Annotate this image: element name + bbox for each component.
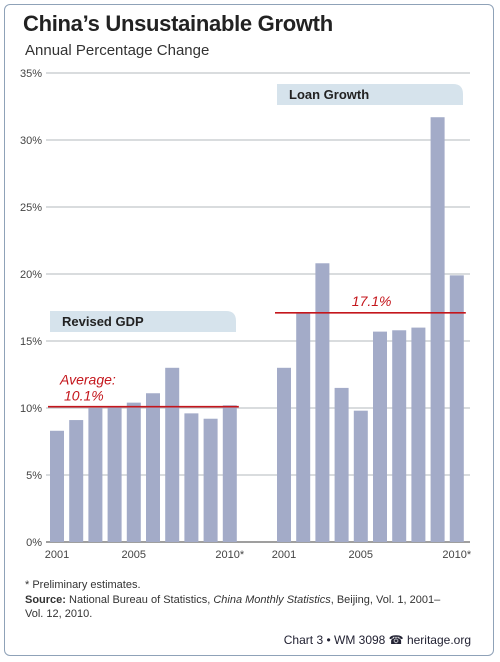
- x-tick-label: 2005: [122, 549, 146, 561]
- y-tick-label: 30%: [20, 135, 42, 147]
- bar: [126, 402, 141, 542]
- bar: [373, 331, 387, 542]
- average-value-label: 10.1%: [64, 388, 104, 404]
- bar: [165, 367, 180, 542]
- chart-title: China’s Unsustainable Growth: [23, 11, 333, 36]
- x-tick-label: 2010*: [215, 549, 244, 561]
- x-tick-label: 2001: [45, 549, 69, 561]
- bar: [353, 410, 368, 542]
- bar: [411, 327, 426, 542]
- y-tick-label: 35%: [20, 68, 42, 80]
- bar: [449, 275, 464, 542]
- series-label: Loan Growth: [289, 87, 369, 102]
- footnote: * Preliminary estimates.: [25, 579, 141, 591]
- y-tick-label: 20%: [20, 269, 42, 281]
- bar: [69, 420, 84, 542]
- chart-frame: China’s Unsustainable Growth Annual Perc…: [4, 4, 494, 656]
- average-value-label: 17.1%: [352, 293, 392, 309]
- bar: [184, 413, 199, 542]
- bar: [50, 430, 64, 542]
- y-tick-label: 10%: [20, 403, 42, 415]
- y-tick-label: 25%: [20, 202, 42, 214]
- bar: [146, 393, 160, 542]
- bar: [430, 117, 445, 542]
- x-tick-label: 2005: [349, 549, 373, 561]
- bar: [203, 418, 218, 542]
- y-tick-label: 0%: [26, 537, 42, 549]
- series-label-tab: [277, 84, 463, 105]
- source-text-post: , Beijing, Vol. 1, 2001– Vol. 12, 2010.: [25, 594, 441, 620]
- bar: [392, 330, 407, 542]
- bar: [315, 263, 330, 542]
- series-label-tab: [50, 311, 236, 332]
- source-text-pre: National Bureau of Statistics,: [65, 594, 214, 606]
- source-note: Source: National Bureau of Statistics, C…: [25, 593, 455, 621]
- series-label: Revised GDP: [62, 314, 144, 329]
- bar: [107, 406, 122, 542]
- y-tick-label: 5%: [26, 470, 42, 482]
- bar: [296, 312, 311, 542]
- bar: [88, 408, 103, 542]
- average-label: Average:: [59, 372, 116, 388]
- x-tick-label: 2010*: [442, 549, 471, 561]
- bar: [222, 405, 237, 542]
- source-publication: China Monthly Statistics: [213, 594, 331, 606]
- chart-subtitle: Annual Percentage Change: [25, 42, 210, 59]
- bar: [334, 387, 349, 542]
- y-tick-label: 15%: [20, 336, 42, 348]
- bar: [277, 367, 291, 542]
- chart-credit: Chart 3 • WM 3098 ☎ heritage.org: [283, 633, 471, 647]
- source-label: Source:: [25, 594, 66, 606]
- x-tick-label: 2001: [272, 549, 296, 561]
